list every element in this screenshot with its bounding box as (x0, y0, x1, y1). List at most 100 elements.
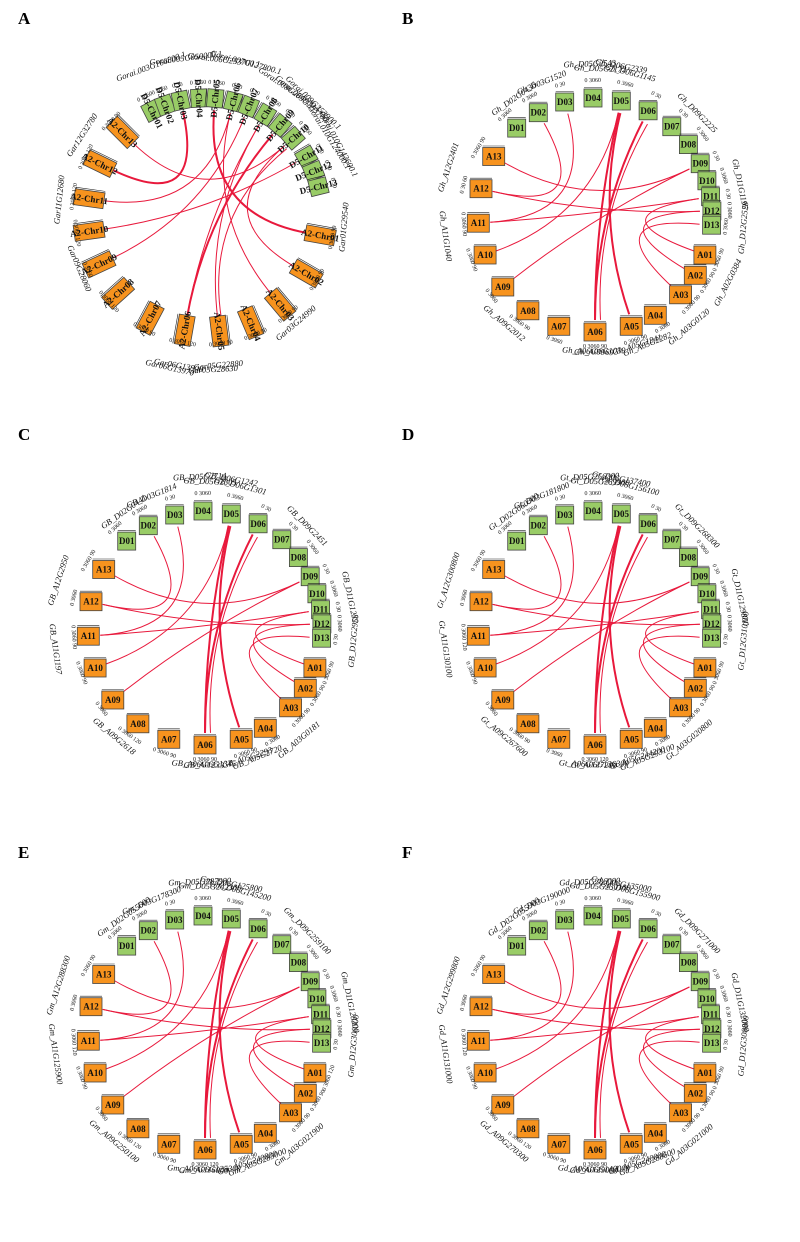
chromosome-box (482, 147, 506, 166)
chromosome-box (583, 1140, 607, 1160)
gene-label: Gd_A11G131000 (437, 1024, 455, 1085)
chromosome-label: D5-Chr05 (209, 78, 222, 118)
synteny-link (249, 635, 310, 700)
synteny-link (490, 526, 574, 636)
synteny-link (496, 112, 620, 252)
tick-labels: 0 30 (677, 108, 689, 119)
chromosome-label: A13 (486, 152, 502, 162)
chromosome-label: A01 (697, 1068, 713, 1078)
chromosome-box (482, 965, 506, 984)
tick-labels: 0 3060 (208, 80, 225, 87)
chromosome-A2-Chr12: A2-Chr12 (80, 148, 120, 179)
synteny-link (255, 1016, 309, 1070)
tick-labels: 0 3060 (194, 896, 211, 902)
chromosome-box (165, 910, 185, 930)
tick-labels: 0 3060 (151, 85, 169, 96)
tick-labels: 0 3060 120 (459, 1029, 467, 1056)
chromosome-label: D10 (699, 176, 715, 186)
chromosome-label: D02 (531, 521, 547, 531)
chromosome-box (555, 910, 575, 930)
chromosome-label: A05 (623, 321, 639, 331)
chromosome-D10: D10 (697, 170, 717, 191)
chromosome-box (303, 1063, 327, 1083)
tick-labels: 0 3060 120 (169, 338, 197, 349)
tick-labels: 0 3060 120 (69, 1029, 77, 1056)
chromosome-box (669, 698, 692, 718)
tick-labels: 0 30 (554, 81, 566, 90)
tick-labels: 0 30 (172, 82, 184, 90)
chromosome-box (303, 658, 327, 678)
chromosome-box (83, 1063, 107, 1083)
chromosome-label: A09 (105, 1100, 121, 1110)
chromosome-label: D03 (167, 915, 183, 925)
chromosome-label: A13 (486, 970, 502, 980)
chromosome-box (229, 1134, 253, 1154)
chromosome-A06: A06 (583, 321, 607, 342)
chromosome-box (507, 118, 527, 138)
gene-label: Gm_A06G125300 (179, 1163, 242, 1175)
chromosome-D05: D05 (221, 503, 241, 524)
chromosome-D11: D11 (701, 185, 720, 207)
chromosome-label: D04 (195, 911, 211, 921)
chromosome-A12: A12 (79, 590, 103, 612)
chromosome-box (293, 1083, 317, 1103)
chromosome-label: D11 (703, 192, 719, 202)
chromosome-box (619, 729, 643, 749)
tick-labels: 0 3060 120 (459, 624, 467, 651)
tick-labels: 0 30 (723, 1039, 730, 1050)
synteny-link (247, 145, 297, 268)
chromosome-label: D08 (681, 140, 697, 150)
chromosome-D10: D10 (697, 582, 717, 604)
chromosome-box (516, 714, 540, 734)
tick-labels: 0 30 (314, 143, 324, 155)
chromosome-label: D13 (704, 633, 720, 643)
gene-label: GB_A11G1197 (47, 623, 64, 676)
tick-labels: 0 3060 (460, 994, 470, 1011)
gene-label: Gm_D05G287900 (168, 875, 232, 887)
gene-label: Gd_A12G299800 (434, 955, 462, 1016)
chromosome-D10: D10 (697, 987, 717, 1009)
gene-label: Gd_A06G140000 (570, 1163, 631, 1175)
chromosome-D02: D02 (138, 514, 158, 536)
chromosome-box (92, 560, 116, 579)
chromosome-A11: A11 (466, 212, 490, 233)
synteny-link (645, 1016, 699, 1070)
chromosome-box (79, 997, 103, 1017)
gene-label: Gm_D05G242300 (179, 880, 243, 892)
tick-labels: 0 3060 (336, 615, 343, 632)
chromosome-box (229, 729, 253, 749)
chromosome-A10: A10 (83, 657, 107, 678)
tick-axis (72, 219, 103, 225)
tick-labels: 0 30 (287, 926, 299, 937)
synteny-link (503, 980, 690, 1009)
chromosome-box (126, 1119, 150, 1139)
chromosome-label: A12 (83, 597, 99, 607)
chromosome-label: A05 (623, 1139, 639, 1149)
tick-labels: 0 30 (677, 926, 689, 937)
chromosome-A12: A12 (469, 177, 493, 199)
chromosome-box (253, 102, 278, 128)
chromosome-label: D13 (314, 1038, 330, 1048)
tick-labels: 0 3060 90 (459, 212, 467, 236)
chromosome-A02: A02 (683, 264, 707, 285)
chromosome-label: A07 (161, 1139, 177, 1149)
gene-label: Gh_D05G2543 (563, 57, 616, 69)
chromosome-box (279, 698, 303, 718)
chromosome-D03: D03 (555, 504, 575, 525)
chromosome-label: A03 (673, 703, 689, 713)
chromosome-box (288, 258, 324, 289)
chromosome-label: D05 (614, 914, 630, 924)
chromosome-A04: A04 (643, 1122, 667, 1143)
tick-labels: 0 30 (164, 899, 176, 908)
chromosome-box (466, 213, 490, 233)
tick-axis (90, 148, 118, 163)
synteny-link (102, 535, 172, 610)
chromosome-D13: D13 (702, 1032, 721, 1053)
tick-labels: 0 3060 (616, 898, 633, 908)
chromosome-label: D01 (119, 941, 135, 951)
synteny-link (492, 535, 562, 610)
synteny-link (511, 986, 690, 1098)
tick-labels: 0 30 (320, 563, 330, 575)
tick-labels: 0 3060 (190, 80, 207, 87)
